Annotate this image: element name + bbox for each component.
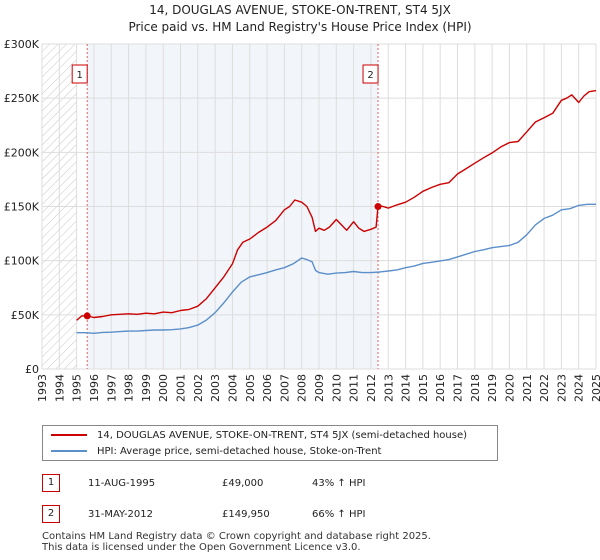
x-tick-label: 1997: [105, 374, 118, 402]
title-line-1: 14, DOUGLAS AVENUE, STOKE-ON-TRENT, ST4 …: [149, 3, 451, 17]
hpi-series-line: [76, 203, 596, 334]
title-line-2: Price paid vs. HM Land Registry's House …: [128, 20, 472, 34]
legend-item-hpi: HPI: Average price, semi-detached house,…: [51, 444, 381, 460]
y-tick-label: £0: [25, 363, 39, 376]
legend-item-property: 14, DOUGLAS AVENUE, STOKE-ON-TRENT, ST4 …: [51, 428, 467, 444]
x-tick-label: 2002: [192, 374, 205, 402]
x-tick-label: 2021: [521, 374, 534, 402]
x-tick-label: 2019: [486, 374, 499, 402]
price-chart: 1 2 £0 £50K £100K £150K £200K £250K £300K 1993 199…: [4, 38, 600, 402]
x-tick-label: 2018: [469, 374, 482, 402]
x-tick-label: 1995: [71, 374, 84, 402]
y-tick-label: £100K: [4, 255, 40, 268]
transaction-hpi: 66% ↑ HPI: [312, 509, 366, 520]
x-tick-label: 2005: [244, 374, 257, 402]
footer-licence: This data is licensed under the Open Gov…: [42, 542, 361, 553]
chart-title: 14, DOUGLAS AVENUE, STOKE-ON-TRENT, ST4 …: [0, 2, 600, 36]
x-tick-label: 1999: [140, 374, 153, 402]
x-tick-label: 1994: [53, 374, 66, 402]
transaction-date: 11-AUG-1995: [88, 478, 156, 489]
transaction-price: £49,000: [222, 478, 264, 489]
footer: Contains HM Land Registry data © Crown c…: [42, 531, 431, 553]
x-tick-label: 2014: [400, 374, 413, 402]
x-tick-label: 2009: [313, 374, 326, 402]
transaction-date: 31-MAY-2012: [88, 509, 154, 520]
x-tick-label: 2004: [226, 374, 239, 402]
transaction-badge: 2: [42, 505, 60, 523]
footer-copyright: Contains HM Land Registry data © Crown c…: [42, 531, 431, 542]
x-tick-label: 2013: [382, 374, 395, 402]
property-series-line: [76, 89, 597, 321]
x-tick-label: 2017: [452, 374, 465, 402]
x-tick-label: 2024: [573, 374, 586, 402]
y-tick-label: £250K: [4, 92, 40, 105]
legend: 14, DOUGLAS AVENUE, STOKE-ON-TRENT, ST4 …: [42, 425, 498, 461]
x-tick-label: 2010: [330, 374, 343, 402]
x-tick-label: 1993: [36, 374, 49, 402]
x-tick-label: 2012: [365, 374, 378, 402]
legend-label-hpi: HPI: Average price, semi-detached house,…: [97, 446, 382, 457]
x-tick-label: 2001: [175, 374, 188, 402]
sale-point: [83, 312, 91, 320]
legend-label-property: 14, DOUGLAS AVENUE, STOKE-ON-TRENT, ST4 …: [97, 430, 468, 441]
x-tick-label: 2011: [348, 374, 361, 402]
x-tick-label: 2023: [555, 374, 568, 402]
legend-swatch-property: [51, 434, 87, 436]
y-tick-label: £50K: [11, 309, 40, 322]
x-tick-label: 2003: [209, 374, 222, 402]
x-tick-label: 2025: [590, 374, 600, 402]
x-tick-label: 2020: [503, 374, 516, 402]
x-tick-label: 2000: [157, 374, 170, 402]
x-tick-label: 2016: [434, 374, 447, 402]
x-tick-label: 2007: [278, 374, 291, 402]
x-tick-label: 2006: [261, 374, 274, 402]
x-tick-label: 1996: [88, 374, 101, 402]
marker-badge: [71, 64, 88, 84]
transaction-hpi: 43% ↑ HPI: [312, 478, 366, 489]
x-tick-label: 2015: [417, 374, 430, 402]
x-tick-label: 2022: [538, 374, 551, 402]
transaction-badge: 1: [42, 474, 60, 492]
y-tick-label: £200K: [4, 146, 40, 159]
y-tick-label: £300K: [4, 38, 40, 51]
marker-badge: [362, 64, 379, 84]
x-tick-label: 2008: [296, 374, 309, 402]
transaction-price: £149,950: [222, 509, 270, 520]
legend-swatch-hpi: [51, 450, 87, 452]
y-tick-label: £150K: [4, 201, 40, 214]
marker-badge-label: 2: [367, 70, 373, 81]
sale-point: [374, 203, 382, 211]
x-tick-label: 1998: [123, 374, 136, 402]
marker-badge-label: 1: [76, 70, 82, 81]
